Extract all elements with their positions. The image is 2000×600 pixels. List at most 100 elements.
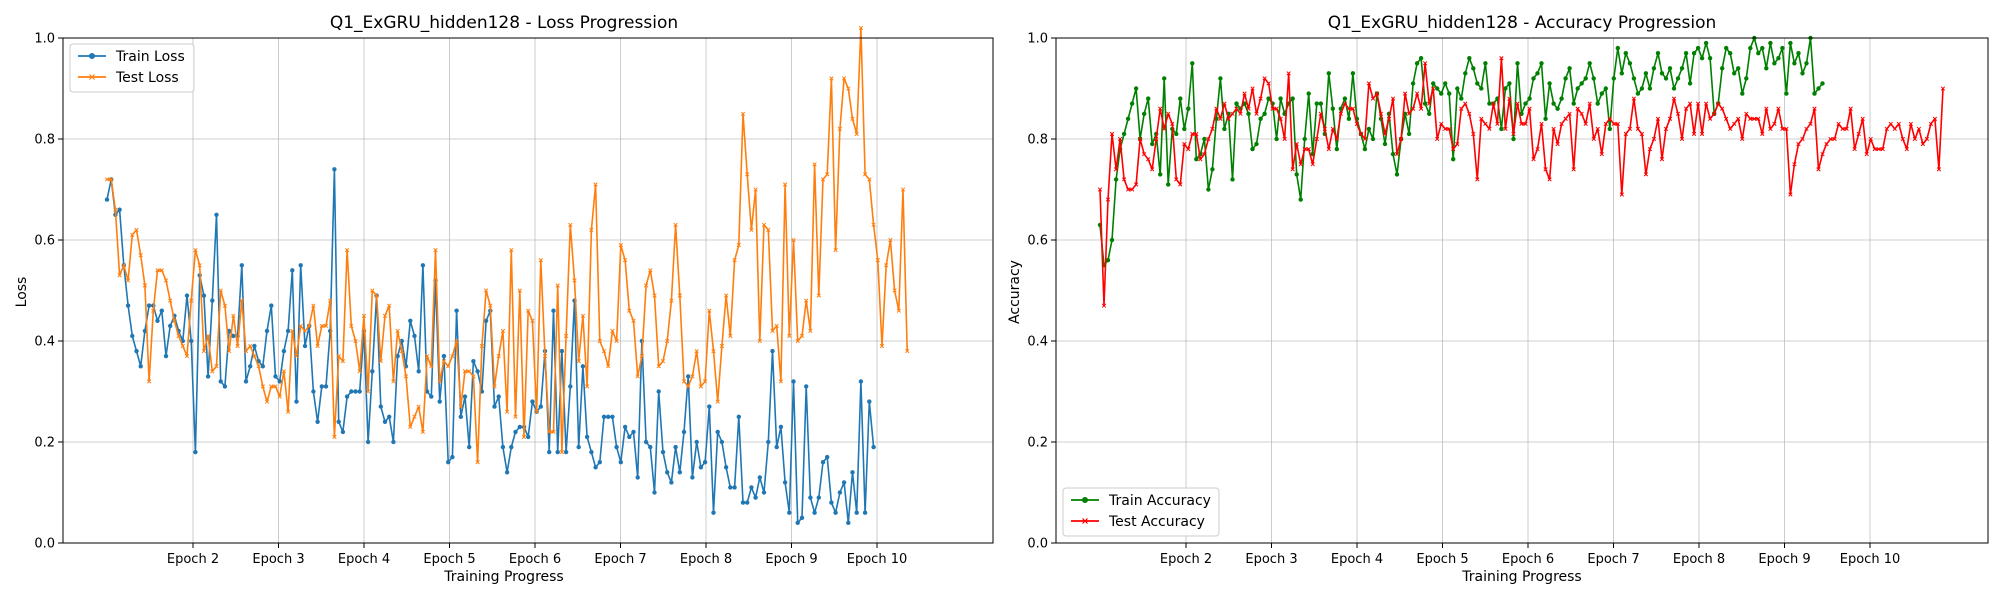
data-point bbox=[1667, 116, 1673, 121]
data-point bbox=[420, 429, 426, 435]
data-point bbox=[1234, 101, 1239, 106]
data-point bbox=[1667, 66, 1673, 71]
data-point bbox=[1539, 61, 1544, 66]
data-point bbox=[1334, 146, 1340, 152]
data-point bbox=[1639, 131, 1645, 137]
x-tick-label: Epoch 9 bbox=[765, 552, 817, 567]
data-point bbox=[698, 465, 704, 470]
data-point bbox=[795, 338, 800, 344]
data-point bbox=[1346, 116, 1352, 122]
data-point bbox=[1290, 167, 1295, 172]
data-point bbox=[791, 237, 796, 243]
data-point bbox=[1912, 136, 1918, 142]
data-point bbox=[302, 328, 308, 334]
data-point bbox=[1342, 101, 1348, 106]
data-point bbox=[1607, 116, 1612, 121]
data-point bbox=[711, 510, 716, 515]
data-point bbox=[635, 475, 640, 480]
data-point bbox=[1772, 61, 1777, 66]
data-point bbox=[403, 374, 409, 379]
data-point bbox=[1443, 126, 1448, 132]
data-point bbox=[1182, 141, 1187, 147]
data-point bbox=[816, 293, 821, 298]
data-point bbox=[1724, 116, 1729, 121]
data-point bbox=[1555, 141, 1560, 147]
data-point bbox=[475, 460, 480, 465]
data-point bbox=[1511, 136, 1516, 142]
data-point bbox=[248, 343, 253, 349]
data-point bbox=[458, 414, 463, 419]
data-point bbox=[1816, 86, 1821, 91]
data-point bbox=[1206, 136, 1211, 142]
data-point bbox=[1314, 136, 1319, 142]
data-point bbox=[1868, 136, 1873, 142]
data-point bbox=[593, 465, 598, 470]
data-point bbox=[467, 369, 472, 374]
data-point bbox=[441, 359, 447, 364]
data-point bbox=[1274, 106, 1279, 111]
data-point bbox=[808, 495, 813, 500]
legend: Train Accuracy Test Accuracy bbox=[1062, 487, 1220, 537]
legend-marker-train-accuracy bbox=[1082, 497, 1088, 503]
data-point bbox=[1724, 45, 1729, 51]
data-point bbox=[433, 247, 438, 253]
data-point bbox=[1150, 167, 1155, 172]
data-point bbox=[1623, 131, 1629, 137]
data-point bbox=[1101, 303, 1107, 308]
data-point bbox=[1567, 66, 1572, 71]
series-test-accuracy bbox=[1097, 56, 1946, 308]
data-point bbox=[1607, 126, 1613, 132]
data-point bbox=[1804, 61, 1809, 66]
data-point bbox=[298, 263, 303, 268]
data-point bbox=[1816, 167, 1821, 172]
data-point bbox=[1314, 101, 1320, 106]
data-point bbox=[694, 439, 699, 445]
data-point bbox=[222, 303, 228, 308]
y-axis-label: Loss bbox=[14, 277, 30, 308]
data-point bbox=[1238, 111, 1243, 116]
data-point bbox=[189, 338, 194, 344]
data-point bbox=[1836, 121, 1841, 127]
data-point bbox=[117, 207, 122, 212]
data-point bbox=[1792, 162, 1797, 167]
data-point bbox=[1647, 86, 1653, 91]
data-point bbox=[184, 293, 190, 298]
data-point bbox=[576, 444, 581, 450]
legend-label-train-loss: Train Loss bbox=[115, 49, 185, 65]
data-point bbox=[1386, 116, 1392, 121]
legend-marker-train-loss bbox=[89, 53, 95, 59]
data-point bbox=[1382, 141, 1388, 147]
data-point bbox=[1583, 76, 1588, 81]
data-point bbox=[871, 222, 876, 228]
data-point bbox=[1800, 71, 1805, 76]
data-point bbox=[1326, 71, 1332, 76]
data-point bbox=[1615, 121, 1620, 127]
data-point bbox=[1748, 116, 1753, 121]
data-point bbox=[142, 328, 148, 334]
data-point bbox=[1884, 126, 1889, 132]
data-point bbox=[892, 288, 897, 293]
data-point bbox=[1254, 141, 1259, 147]
data-point bbox=[226, 348, 232, 354]
data-point bbox=[1310, 162, 1315, 167]
data-point bbox=[155, 318, 160, 323]
data-point bbox=[639, 353, 645, 359]
series-layer bbox=[104, 25, 910, 525]
data-point bbox=[1732, 71, 1737, 76]
data-point bbox=[905, 348, 910, 354]
data-point bbox=[1559, 96, 1564, 101]
data-point bbox=[1796, 141, 1801, 147]
data-point bbox=[408, 424, 413, 430]
data-point bbox=[1435, 86, 1440, 91]
data-point bbox=[1515, 61, 1520, 66]
data-point bbox=[555, 449, 560, 455]
data-point bbox=[1703, 101, 1709, 106]
data-point bbox=[1137, 136, 1143, 142]
data-point bbox=[408, 318, 413, 323]
data-point bbox=[496, 394, 501, 399]
data-point bbox=[1166, 111, 1171, 116]
data-point bbox=[290, 268, 295, 273]
data-point bbox=[349, 323, 354, 329]
data-point bbox=[576, 359, 581, 364]
data-point bbox=[1820, 151, 1825, 157]
